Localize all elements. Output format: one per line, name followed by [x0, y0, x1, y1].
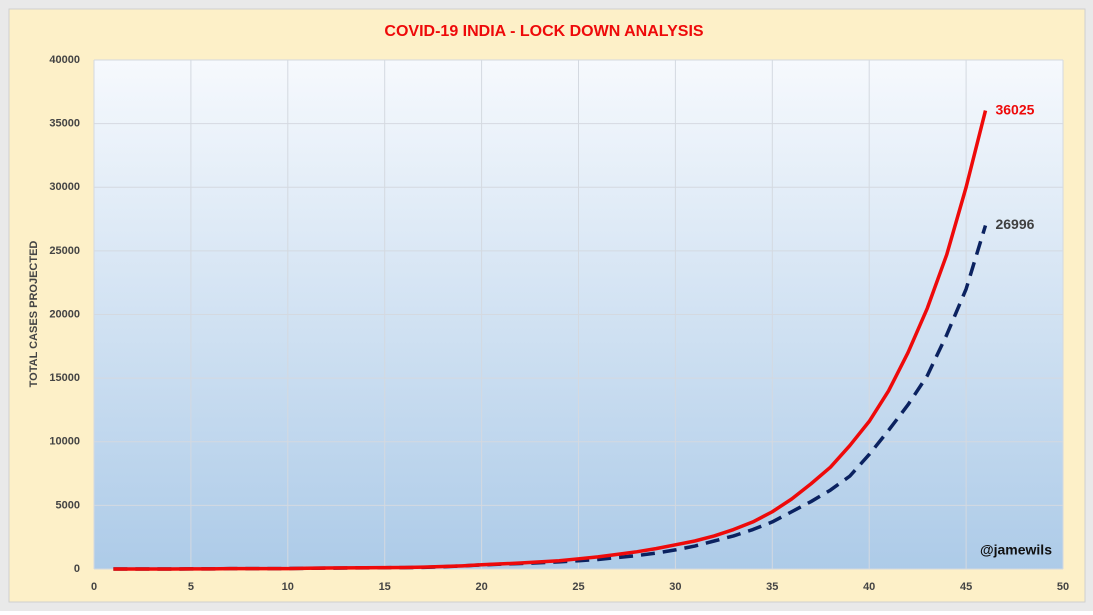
- y-tick-label: 40000: [49, 54, 80, 66]
- y-tick-label: 20000: [49, 308, 80, 320]
- end-value-label: 26996: [995, 216, 1034, 232]
- x-tick-label: 15: [379, 581, 391, 593]
- x-tick-label: 50: [1057, 581, 1069, 593]
- x-tick-label: 10: [282, 581, 294, 593]
- y-tick-label: 5000: [56, 499, 80, 511]
- y-tick-label: 0: [74, 563, 80, 575]
- x-tick-label: 25: [572, 581, 584, 593]
- x-tick-label: 30: [669, 581, 681, 593]
- end-value-label: 36025: [995, 101, 1034, 117]
- x-tick-label: 0: [91, 581, 97, 593]
- x-tick-label: 35: [766, 581, 778, 593]
- x-tick-label: 20: [475, 581, 487, 593]
- chart-title: COVID-19 INDIA - LOCK DOWN ANALYSIS: [384, 23, 703, 40]
- y-tick-label: 25000: [49, 245, 80, 257]
- x-tick-label: 40: [863, 581, 875, 593]
- x-tick-label: 5: [188, 581, 194, 593]
- annotation: @jamewils: [980, 542, 1052, 558]
- y-tick-label: 10000: [49, 436, 80, 448]
- y-tick-label: 30000: [49, 181, 80, 193]
- series-line: [113, 110, 988, 571]
- y-tick-label: 15000: [49, 372, 80, 384]
- y-axis-label: TOTAL CASES PROJECTED: [28, 241, 40, 388]
- y-tick-label: 35000: [49, 118, 80, 130]
- x-tick-label: 45: [960, 581, 972, 593]
